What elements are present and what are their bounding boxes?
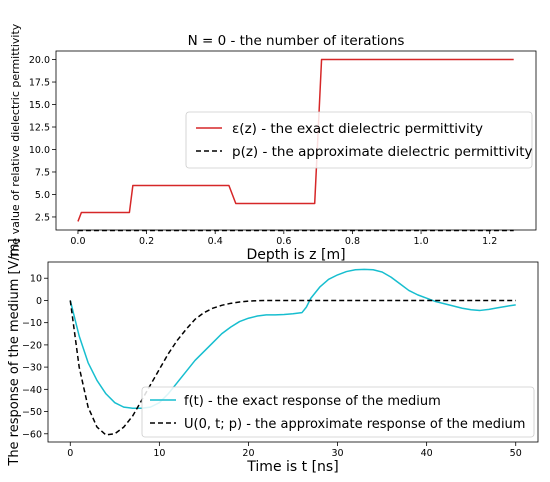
x-tick-label: 40	[421, 448, 433, 459]
response-plot-frame	[47, 261, 539, 443]
x-tick-label: 0.6	[276, 236, 291, 247]
x-tick-label: 1.2	[482, 236, 497, 247]
y-tick-label: 12.5	[29, 123, 50, 134]
x-tick-label: 20	[242, 448, 254, 459]
x-tick-label: 0.8	[345, 236, 360, 247]
x-tick-label: 50	[510, 448, 522, 459]
permittivity-legend: ε(z) - the exact dielectric permittivity…	[185, 111, 533, 169]
x-tick-label: 30	[331, 448, 343, 459]
y-tick-label: −50	[22, 407, 42, 418]
legend-label-approximate-permittivity: p(z) - the approximate dielectric permit…	[232, 144, 533, 160]
permittivity-series-group	[77, 58, 514, 232]
y-tick-label: −10	[22, 318, 42, 329]
permittivity-legend-box	[185, 111, 533, 169]
permittivity-y-ticks: 2.5 5.0 7.5 10.0 12.5 15.0 17.5 20.0	[29, 55, 56, 223]
x-tick-label: 0.0	[70, 236, 85, 247]
y-tick-label: −40	[22, 385, 42, 396]
permittivity-x-ticks: 0.0 0.2 0.4 0.6 0.8 1.0 1.2	[70, 230, 497, 247]
y-tick-label: 0	[36, 296, 42, 307]
legend-label-exact-response: f(t) - the exact response of the medium	[184, 394, 441, 409]
x-tick-label: 10	[153, 448, 165, 459]
legend-label-approximate-response: U(0, t; p) - the approximate response of…	[184, 417, 525, 432]
x-tick-label: 0.4	[208, 236, 223, 247]
y-tick-label: 2.5	[35, 212, 50, 223]
y-tick-label: 20.0	[29, 55, 50, 66]
response-x-axis-label: Time is t [ns]	[246, 459, 338, 475]
permittivity-y-axis-label: The value of relative dielectric permitt…	[9, 23, 22, 259]
y-tick-label: 7.5	[35, 167, 50, 178]
x-tick-label: 0	[67, 448, 73, 459]
series-line-exact-permittivity	[77, 58, 514, 222]
response-x-ticks: 0 10 20 30 40 50	[67, 442, 522, 459]
permittivity-chart: N = 0 - the number of iterations 0.0 0.2 0…	[9, 23, 537, 263]
response-legend: f(t) - the exact response of the medium …	[141, 386, 535, 438]
y-tick-label: 10.0	[29, 145, 50, 156]
y-tick-label: 10	[30, 274, 42, 285]
legend-label-exact-permittivity: ε(z) - the exact dielectric permittivity	[232, 121, 483, 137]
response-y-ticks: −60 −50 −40 −30 −20 −10 0 10	[22, 274, 48, 440]
y-tick-label: 5.0	[35, 190, 50, 201]
y-tick-label: −30	[22, 363, 42, 374]
response-legend-box	[141, 386, 535, 438]
x-tick-label: 0.2	[139, 236, 154, 247]
y-tick-label: 17.5	[29, 78, 50, 89]
y-tick-label: −60	[22, 429, 42, 440]
x-tick-label: 1.0	[414, 236, 429, 247]
permittivity-plot-frame	[55, 50, 537, 231]
series-line-approximate-response	[69, 299, 516, 436]
permittivity-chart-title: N = 0 - the number of iterations	[188, 33, 405, 49]
permittivity-x-axis-label: Depth is z [m]	[246, 247, 345, 263]
y-tick-label: −20	[22, 340, 42, 351]
response-chart: 0 10 20 30 40 50 −60 −50 −40 −30 −20 −10 0 10 Time i…	[7, 238, 539, 475]
y-tick-label: 15.0	[29, 100, 50, 111]
response-y-axis-label: The response of the medium [V/m]	[7, 238, 22, 466]
